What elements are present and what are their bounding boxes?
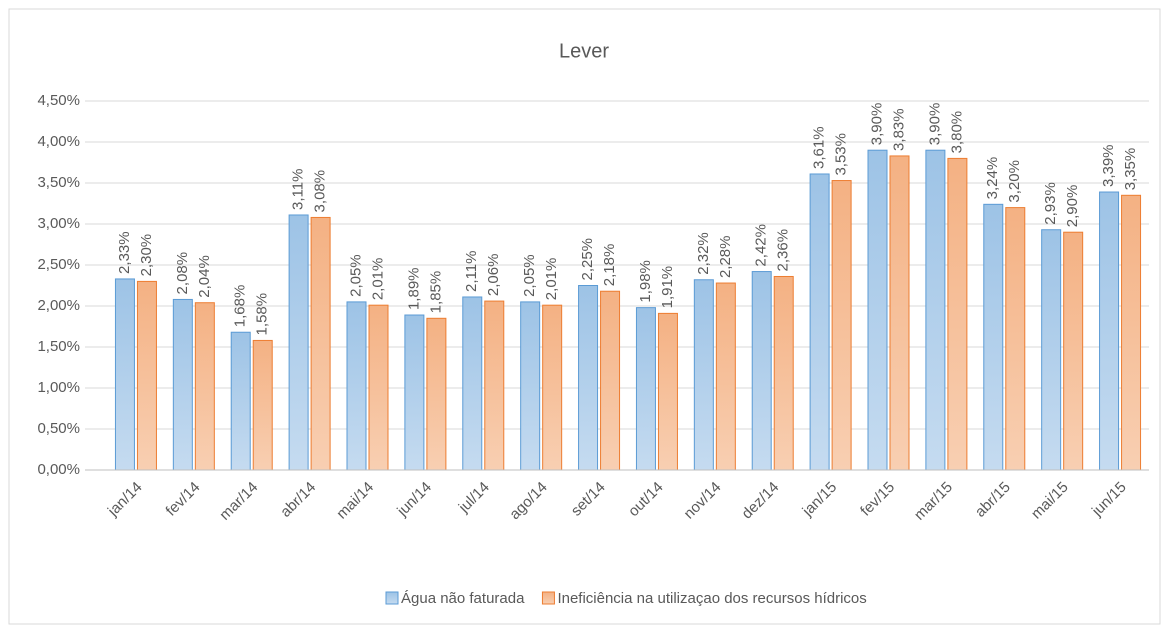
y-tick-label: 4,50% [37, 92, 80, 109]
data-label: 2,06% [485, 254, 502, 297]
data-label: 1,58% [254, 293, 271, 336]
y-tick-label: 0,00% [37, 461, 80, 478]
bar [578, 285, 599, 471]
bar [1063, 231, 1084, 471]
data-label: 3,53% [833, 133, 850, 176]
y-tick-label: 4,00% [37, 133, 80, 150]
bar [1121, 194, 1142, 471]
data-label: 3,90% [926, 103, 943, 146]
data-label: 2,05% [521, 254, 538, 297]
bar [194, 302, 215, 471]
data-label: 2,11% [463, 251, 480, 292]
data-label: 3,35% [1122, 148, 1139, 191]
y-tick-label: 0,50% [37, 420, 80, 437]
bar [114, 278, 135, 471]
data-label: 2,01% [543, 258, 560, 301]
bar [693, 279, 714, 471]
data-label: 2,25% [579, 238, 596, 281]
bar [310, 216, 331, 471]
data-label: 2,04% [196, 255, 213, 298]
bar [889, 155, 910, 471]
bar [230, 331, 251, 471]
data-label: 3,90% [868, 103, 885, 146]
data-label: 2,32% [695, 232, 712, 275]
data-label: 1,68% [232, 285, 249, 328]
y-tick-label: 1,50% [37, 338, 80, 355]
bar [252, 339, 273, 471]
bar [831, 180, 852, 471]
data-label: 3,08% [312, 170, 329, 213]
bar [136, 280, 157, 471]
data-label: 2,18% [601, 244, 618, 287]
data-label: 3,39% [1100, 144, 1117, 187]
bar [635, 307, 656, 471]
bar [947, 157, 968, 471]
bar [404, 314, 425, 471]
bar [773, 275, 794, 471]
data-label: 2,01% [369, 258, 386, 301]
bar [925, 149, 946, 471]
bar [462, 296, 483, 471]
bar [520, 301, 541, 471]
data-label: 3,20% [1006, 160, 1023, 203]
data-label: 2,36% [775, 229, 792, 272]
bar [715, 282, 736, 471]
chart-title: Lever [559, 40, 609, 62]
bar [867, 149, 888, 471]
bar [600, 290, 621, 471]
legend-label: Ineficiência na utilizaçao dos recursos … [557, 590, 866, 607]
data-label: 2,30% [138, 234, 155, 277]
bar [809, 173, 830, 471]
data-label: 1,85% [427, 271, 444, 314]
data-label: 2,05% [347, 254, 364, 297]
bar [426, 317, 447, 471]
bar [484, 300, 505, 471]
data-label: 3,61% [811, 126, 828, 169]
y-tick-label: 2,00% [37, 297, 80, 314]
legend-swatch [385, 591, 399, 605]
bar [657, 312, 678, 471]
bar [1005, 207, 1026, 471]
y-tick-label: 2,50% [37, 256, 80, 273]
data-label: 2,33% [116, 231, 133, 274]
bar [368, 304, 389, 471]
bar [288, 214, 309, 471]
data-label: 2,28% [717, 235, 734, 278]
data-label: 1,98% [637, 260, 654, 303]
data-label: 2,42% [753, 224, 770, 267]
y-tick-label: 1,00% [37, 379, 80, 396]
legend-swatch [541, 591, 555, 605]
legend-label: Água não faturada [401, 590, 525, 607]
bar [1099, 191, 1120, 471]
y-tick-label: 3,50% [37, 174, 80, 191]
data-label: 3,80% [948, 111, 965, 154]
bar [172, 298, 193, 471]
data-label: 3,11% [290, 169, 307, 210]
data-label: 2,90% [1064, 185, 1081, 228]
data-label: 3,24% [984, 157, 1001, 200]
data-label: 1,89% [405, 267, 422, 310]
bar [346, 301, 367, 471]
bar [983, 203, 1004, 471]
bar [542, 304, 563, 471]
y-tick-label: 3,00% [37, 215, 80, 232]
data-label: 3,83% [890, 108, 907, 151]
data-label: 2,93% [1042, 182, 1059, 225]
data-label: 1,91% [659, 266, 676, 309]
bar [751, 271, 772, 471]
data-label: 2,08% [174, 252, 191, 295]
bar [1041, 229, 1062, 471]
